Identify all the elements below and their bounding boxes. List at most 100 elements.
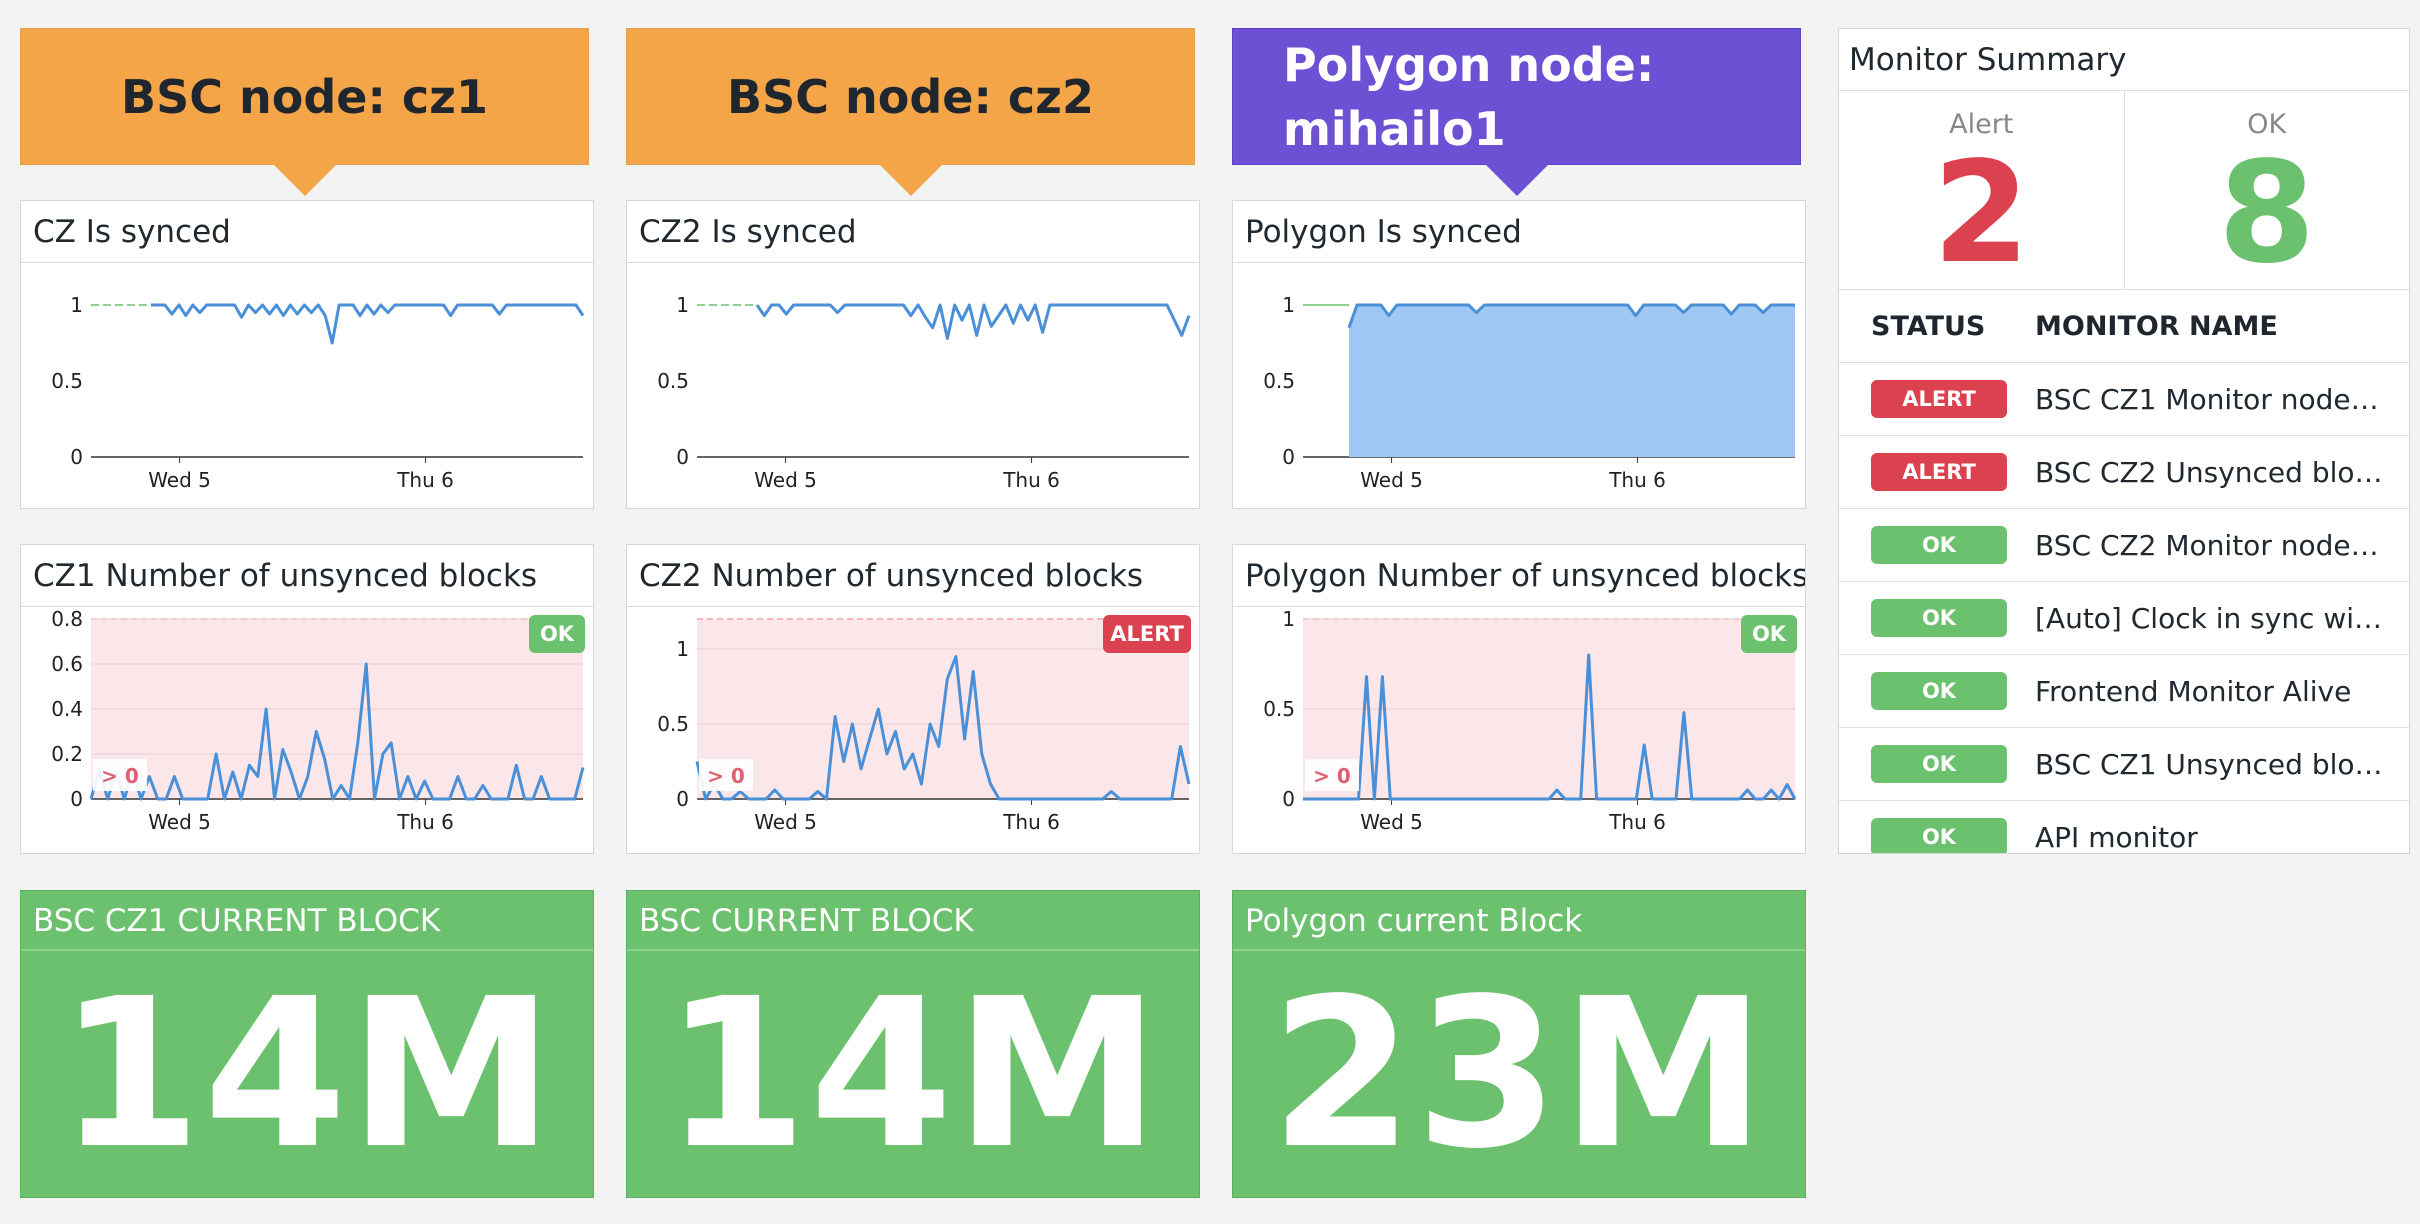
status-badge: OK [1871, 672, 2007, 710]
y-tick-label: 1 [1282, 293, 1295, 317]
series-line [1303, 653, 1797, 801]
threshold-label: > 0 [1305, 759, 1359, 791]
widget-polygon-current-block[interactable]: Polygon current Block 23M [1232, 890, 1806, 1198]
monitor-name[interactable]: BSC CZ1 Unsynced blocks [2035, 747, 2385, 781]
big-value: 23M [1270, 954, 1768, 1194]
header-pointer [878, 164, 943, 196]
table-row[interactable]: OK API monitor [1839, 801, 2409, 854]
monitor-counts: Alert 2 OK 8 [1839, 91, 2409, 290]
x-tick-label: Thu 6 [396, 468, 454, 492]
alert-count-box[interactable]: Alert 2 [1839, 91, 2124, 289]
widget-polygon-is-synced[interactable]: Polygon Is synced 0 0.5 1 Wed 5 Thu 6 [1232, 200, 1806, 509]
y-tick-label: 1 [70, 293, 83, 317]
widget-title: BSC CURRENT BLOCK [627, 891, 1199, 951]
monitor-table-body: ALERT BSC CZ1 Monitor node syn... ALERT BSC… [1839, 363, 2409, 854]
column-monitor-name[interactable]: MONITOR NAME [2035, 310, 2278, 342]
big-value: 14M [58, 954, 556, 1194]
chart-cz2-is-synced[interactable]: 0 0.5 1 Wed 5 Thu 6 [627, 263, 1199, 508]
series-line [89, 662, 585, 801]
y-tick-label: 0.4 [51, 697, 83, 721]
widget-cz2-unsynced[interactable]: CZ2 Number of unsynced blocks 0 0.5 1 Wed 5… [626, 544, 1200, 854]
widget-bsc-cz1-current-block[interactable]: BSC CZ1 CURRENT BLOCK 14M [20, 890, 594, 1198]
x-tick-label: Wed 5 [148, 468, 211, 492]
y-tick-label: 0 [70, 445, 83, 469]
chart-cz1-unsynced[interactable]: 0 0.2 0.4 0.6 0.8 Wed 5 Thu 6 > 0 [21, 607, 593, 853]
threshold-label-text: > 0 [1313, 764, 1351, 788]
column-status[interactable]: STATUS [1871, 310, 1986, 342]
y-tick-label: 1 [676, 637, 689, 661]
monitor-name[interactable]: BSC CZ2 Monitor node syn... [2035, 528, 2385, 562]
y-tick-label: 0 [70, 787, 83, 811]
y-tick-label: 0 [676, 787, 689, 811]
y-tick-label: 0 [1282, 445, 1295, 469]
table-row[interactable]: OK Frontend Monitor Alive [1839, 655, 2409, 728]
header-polygon: Polygon node: mihailo1 [1232, 28, 1801, 196]
big-value: 14M [664, 954, 1162, 1194]
status-badge: ALERT [1871, 380, 2007, 418]
header-title: BSC node: cz1 [121, 69, 488, 124]
y-tick-label: 1 [1282, 607, 1295, 631]
ok-count: 8 [2218, 132, 2316, 295]
header-pointer [272, 164, 337, 196]
y-tick-label: 0.6 [51, 652, 83, 676]
x-tick-label: Wed 5 [148, 810, 211, 834]
ok-count-label: OK [2247, 109, 2287, 140]
ok-count-box[interactable]: OK 8 [2123, 91, 2410, 295]
header-bsc-cz2: BSC node: cz2 [626, 28, 1195, 196]
monitor-name[interactable]: Frontend Monitor Alive [2035, 674, 2352, 708]
table-row[interactable]: ALERT BSC CZ1 Monitor node syn... [1839, 363, 2409, 436]
status-badge: ALERT [1871, 453, 2007, 491]
threshold-label: > 0 [93, 759, 147, 791]
header-title-line1: Polygon node: [1283, 37, 1655, 92]
monitor-name[interactable]: BSC CZ2 Unsynced blocks [2035, 455, 2385, 489]
header-pointer [1484, 164, 1549, 196]
threshold-label: > 0 [699, 759, 753, 791]
chart-polygon-unsynced[interactable]: 0 0.5 1 Wed 5 Thu 6 > 0 [1233, 607, 1805, 853]
x-tick-label: Wed 5 [754, 468, 817, 492]
widget-title: CZ1 Number of unsynced blocks [21, 545, 593, 607]
widget-title: Polygon Number of unsynced blocks [1233, 545, 1805, 607]
monitor-name[interactable]: BSC CZ1 Monitor node syn... [2035, 382, 2385, 416]
status-badge: OK [1741, 615, 1797, 653]
chart-cz-is-synced[interactable]: 0 0.5 1 Wed 5 Thu 6 [21, 263, 593, 508]
header-bsc-cz1: BSC node: cz1 [20, 28, 589, 196]
status-badge: OK [529, 615, 585, 653]
x-tick-label: Thu 6 [1002, 468, 1060, 492]
status-badge: ALERT [1103, 615, 1191, 653]
table-row[interactable]: OK BSC CZ2 Monitor node syn... [1839, 509, 2409, 582]
y-tick-label: 0.5 [657, 369, 689, 393]
x-tick-label: Thu 6 [1608, 468, 1666, 492]
series-line [1347, 303, 1795, 329]
monitor-summary: Monitor Summary Alert 2 OK 8 STATUS MONI… [1838, 28, 2410, 854]
x-tick-label: Thu 6 [1608, 810, 1666, 834]
widget-title: BSC CZ1 CURRENT BLOCK [21, 891, 593, 951]
widget-cz1-unsynced[interactable]: CZ1 Number of unsynced blocks 0 0.2 0.4 0.6… [20, 544, 594, 854]
table-row[interactable]: OK [Auto] Clock in sync with N... [1839, 582, 2409, 655]
table-row[interactable]: ALERT BSC CZ2 Unsynced blocks [1839, 436, 2409, 509]
alert-count: 2 [1932, 132, 2030, 295]
chart-polygon-is-synced[interactable]: 0 0.5 1 Wed 5 Thu 6 [1233, 263, 1805, 508]
widget-bsc-current-block[interactable]: BSC CURRENT BLOCK 14M [626, 890, 1200, 1198]
widget-polygon-unsynced[interactable]: Polygon Number of unsynced blocks 0 0.5 1 W… [1232, 544, 1806, 854]
widget-cz-is-synced[interactable]: CZ Is synced 0 0.5 1 Wed 5 Thu 6 [20, 200, 594, 509]
threshold-label-text: > 0 [707, 764, 745, 788]
x-tick-label: Thu 6 [396, 810, 454, 834]
threshold-label-bg [93, 759, 147, 791]
monitor-name[interactable]: [Auto] Clock in sync with N... [2035, 601, 2385, 635]
x-tick-label: Wed 5 [1360, 810, 1423, 834]
widget-title: CZ2 Number of unsynced blocks [627, 545, 1199, 607]
x-tick-label: Thu 6 [1002, 810, 1060, 834]
y-tick-label: 1 [676, 293, 689, 317]
table-row[interactable]: OK BSC CZ1 Unsynced blocks [1839, 728, 2409, 801]
header-title: BSC node: cz2 [727, 69, 1094, 124]
y-tick-label: 0.5 [51, 369, 83, 393]
status-badge: OK [1871, 526, 2007, 564]
x-tick-label: Wed 5 [754, 810, 817, 834]
widget-cz2-is-synced[interactable]: CZ2 Is synced 0 0.5 1 Wed 5 Thu 6 [626, 200, 1200, 509]
y-tick-label: 0 [676, 445, 689, 469]
y-tick-label: 0.5 [657, 712, 689, 736]
monitor-name[interactable]: API monitor [2035, 820, 2198, 854]
widget-title: Polygon Is synced [1233, 201, 1805, 263]
y-tick-label: 0.8 [51, 607, 83, 631]
y-tick-label: 0.2 [51, 742, 83, 766]
